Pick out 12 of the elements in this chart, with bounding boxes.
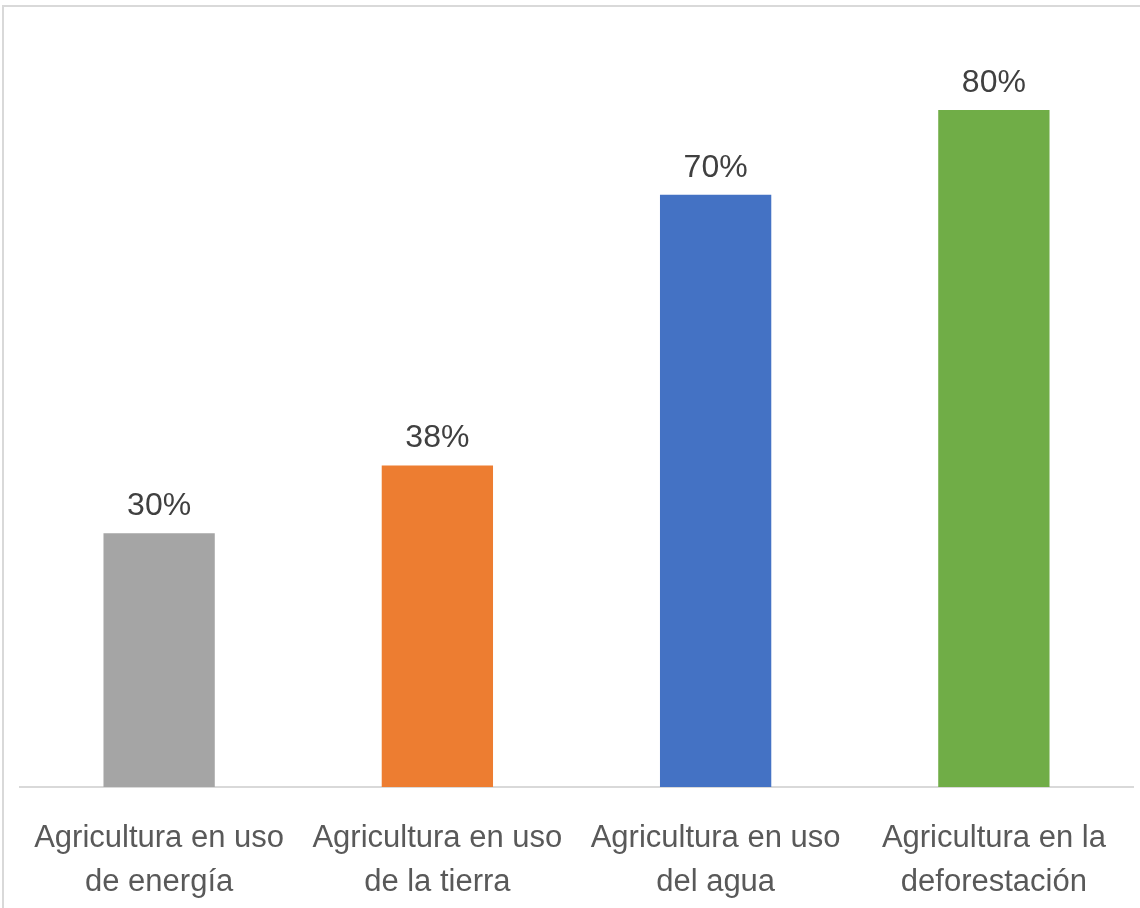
x-tick-label: Agricultura en uso del agua [590,819,841,898]
bar [103,533,215,787]
data-label: 38% [405,418,470,455]
x-tick-label: Agricultura en uso de energía [34,819,285,898]
bar [659,194,772,787]
bar [381,465,494,787]
x-tick-label: Agricultura en uso de la tierra [312,819,563,898]
x-tick-label: Agricultura en la deforestación [881,819,1107,898]
data-label: 30% [127,486,192,523]
data-label: 80% [961,63,1026,99]
bar [938,110,1050,787]
data-label: 70% [683,147,748,184]
